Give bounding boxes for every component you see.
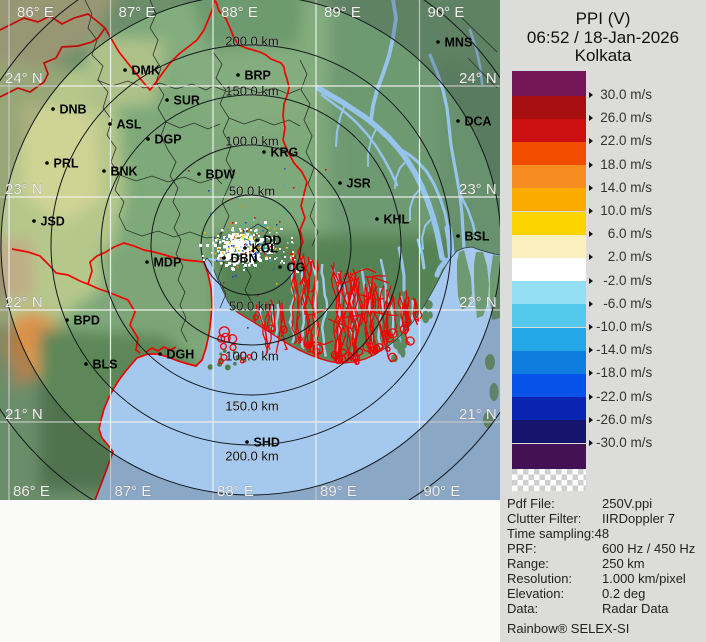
svg-text:CG: CG [287,261,306,275]
svg-text:88° E: 88° E [221,4,258,21]
svg-text:89° E: 89° E [320,483,357,500]
svg-text:24° N: 24° N [5,70,43,87]
svg-text:DNB: DNB [60,103,87,117]
svg-text:KOL: KOL [252,242,279,256]
svg-text:MNS: MNS [445,36,473,50]
svg-text:KRG: KRG [271,146,299,160]
svg-text:JSD: JSD [41,215,65,229]
svg-text:150.0 km: 150.0 km [225,84,278,99]
svg-text:PRL: PRL [54,157,79,171]
svg-text:BPD: BPD [74,314,100,328]
svg-text:87° E: 87° E [119,4,156,21]
svg-text:200.0 km: 200.0 km [225,449,278,464]
svg-text:21° N: 21° N [459,406,497,423]
svg-text:BRP: BRP [245,69,271,83]
svg-text:88° E: 88° E [217,483,254,500]
svg-text:100.0 km: 100.0 km [225,349,278,364]
svg-text:90° E: 90° E [424,483,461,500]
svg-text:JSR: JSR [347,177,371,191]
svg-text:100.0 km: 100.0 km [225,134,278,149]
svg-text:ASL: ASL [117,118,142,132]
svg-text:200.0 km: 200.0 km [225,34,278,49]
svg-text:SUR: SUR [174,94,200,108]
svg-text:DBN: DBN [231,252,258,266]
svg-text:87° E: 87° E [115,483,152,500]
svg-text:BNK: BNK [111,165,138,179]
svg-text:86° E: 86° E [13,483,50,500]
svg-text:50.0 km: 50.0 km [229,299,275,314]
svg-text:SHD: SHD [254,436,280,450]
svg-text:86° E: 86° E [17,4,54,21]
svg-text:22° N: 22° N [5,294,43,311]
svg-text:MDP: MDP [154,256,182,270]
svg-text:KHL: KHL [384,213,410,227]
svg-text:DGP: DGP [155,133,182,147]
svg-text:BDW: BDW [206,168,236,182]
svg-text:90° E: 90° E [428,4,465,21]
svg-text:DMK: DMK [132,64,160,78]
svg-text:150.0 km: 150.0 km [225,399,278,414]
svg-text:23° N: 23° N [5,181,43,198]
svg-text:22° N: 22° N [459,294,497,311]
svg-text:89° E: 89° E [324,4,361,21]
svg-text:23° N: 23° N [459,181,497,198]
svg-text:DGH: DGH [167,348,195,362]
svg-text:DCA: DCA [465,115,492,129]
svg-text:24° N: 24° N [459,70,497,87]
svg-text:DD: DD [264,234,282,248]
svg-text:BSL: BSL [465,230,490,244]
svg-text:BLS: BLS [93,358,118,372]
svg-text:21° N: 21° N [5,406,43,423]
svg-text:50.0 km: 50.0 km [229,184,275,199]
